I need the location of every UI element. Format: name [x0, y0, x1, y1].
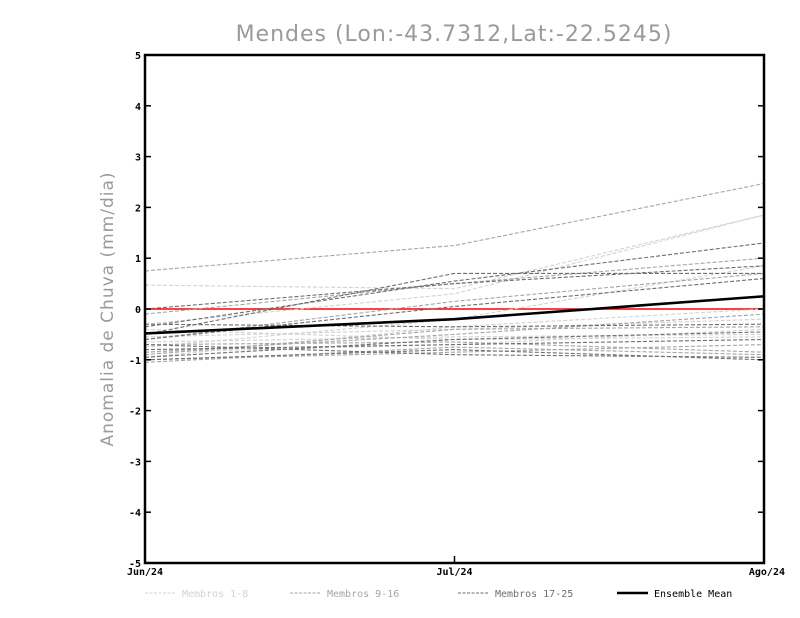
y-tick-label: 5: [135, 51, 141, 62]
legend: Membros 1-8 Membros 9-16 Membros 17-25 Ense…: [145, 589, 732, 600]
member-line-1: [144, 214, 765, 290]
member-line-25: [144, 338, 765, 351]
member-line-10: [144, 257, 765, 315]
y-tick-label: 1: [135, 254, 141, 265]
member-line-18: [144, 242, 765, 328]
y-tick-label: 2: [135, 203, 141, 214]
member-line-11: [144, 272, 765, 341]
member-line-9: [144, 182, 765, 272]
y-tick-label: -1: [129, 356, 141, 367]
legend-item: Membros 1-8: [145, 589, 248, 600]
member-line-22: [144, 331, 765, 358]
member-line-15: [144, 313, 765, 353]
member-line-2: [144, 214, 765, 325]
y-tick-label: -4: [129, 508, 141, 519]
legend-item: Membros 9-16: [290, 589, 399, 600]
ensemble-mean-line: [144, 295, 765, 335]
member-line-14: [144, 341, 765, 353]
member-line-16: [144, 346, 765, 363]
series-layer: [144, 182, 765, 363]
legend-item: Ensemble Mean: [617, 589, 732, 600]
y-axis-label: Anomalia de Chuva (mm/dia): [98, 171, 118, 446]
x-tick-label: Jun/24: [127, 567, 163, 578]
member-line-19: [144, 265, 765, 310]
member-line-4: [144, 318, 765, 338]
y-tick-label: -5: [129, 559, 141, 570]
legend-label: Ensemble Mean: [654, 589, 732, 600]
x-tick-label: Jul/24: [436, 567, 472, 578]
member-line-7: [144, 308, 765, 358]
member-line-5: [144, 333, 765, 343]
member-line-8: [144, 328, 765, 341]
legend-item: Membros 17-25: [458, 589, 573, 600]
y-tick-label: 4: [135, 102, 141, 113]
y-tick-label: -3: [129, 457, 141, 468]
y-tick-label: -2: [129, 407, 141, 418]
x-tick-label: Ago/24: [749, 567, 785, 578]
chart-title: Mendes (Lon:-43.7312,Lat:-22.5245): [236, 22, 673, 47]
legend-label: Membros 1-8: [182, 589, 248, 600]
y-tick-label: 3: [135, 153, 141, 164]
legend-label: Membros 17-25: [495, 589, 573, 600]
legend-label: Membros 9-16: [327, 589, 399, 600]
member-line-3: [144, 265, 765, 348]
member-line-21: [144, 323, 765, 328]
member-line-17: [144, 272, 764, 335]
y-tick-label: 0: [135, 305, 141, 316]
